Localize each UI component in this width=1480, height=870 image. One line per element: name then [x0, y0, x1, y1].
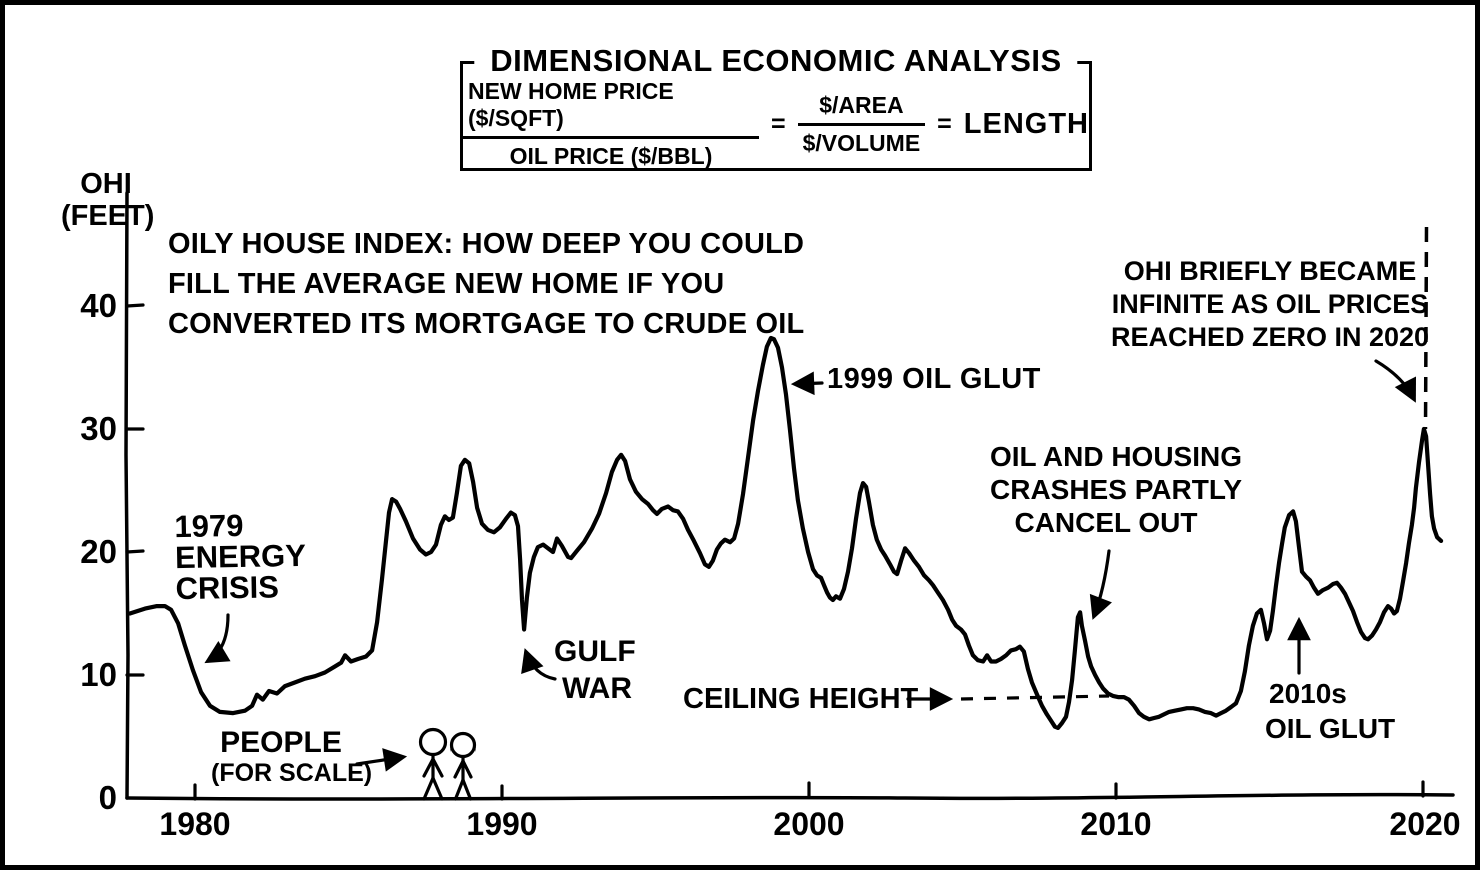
fraction-bar	[463, 136, 759, 139]
y-tick-label-20: 20	[80, 533, 117, 570]
crashes-line1: OIL AND HOUSING	[990, 441, 1243, 472]
stick-figure-megan	[449, 731, 477, 801]
formula: NEW HOME PRICE ($/SQFT) OIL PRICE ($/BBL…	[463, 64, 1089, 176]
formula-denominator-volume: $/VOLUME	[802, 129, 921, 156]
y-tick-label-40: 40	[80, 287, 117, 324]
gulf-war-line2: WAR	[562, 672, 632, 705]
x-tick-label-2010: 2010	[1080, 806, 1152, 842]
crashes-line2: CRASHES PARTLY	[990, 474, 1243, 505]
ohi-line-series	[127, 335, 1444, 730]
formula-fraction-prices: NEW HOME PRICE ($/SQFT) OIL PRICE ($/BBL…	[463, 78, 759, 170]
y-axis-tick-marks	[125, 303, 145, 677]
x-axis-tick-marks	[193, 780, 1425, 801]
2010s-glut-line1: 2010s	[1269, 678, 1347, 709]
y-axis-title-line2: (FEET)	[61, 200, 155, 232]
annotation-crashes-cancel-out: OIL AND HOUSING CRASHES PARTLY CANCEL OU…	[990, 440, 1243, 539]
y-tick-label-0: 0	[98, 779, 117, 816]
chart-subtitle: OILY HOUSE INDEX: HOW DEEP YOU COULD FIL…	[168, 224, 804, 344]
people-line2: (FOR SCALE)	[211, 759, 373, 787]
people-line1: PEOPLE	[220, 726, 342, 759]
stick-figures	[418, 727, 477, 801]
annotation-people-for-scale: PEOPLE (FOR SCALE)	[211, 726, 373, 789]
box-title: DIMENSIONAL ECONOMIC ANALYSIS	[474, 43, 1078, 79]
gulf-war-line1: GULF	[554, 635, 636, 668]
ceiling-height-dashed-line	[960, 694, 1110, 701]
equals-sign: =	[770, 109, 786, 138]
energy-crisis-line1: 1979	[174, 507, 244, 545]
x-tick-label-2020: 2020	[1389, 806, 1461, 842]
infinity-dashed-line	[1423, 226, 1429, 430]
formula-numerator-home-price: NEW HOME PRICE ($/SQFT)	[468, 78, 674, 131]
annotation-ceiling-height: CEILING HEIGHT	[683, 683, 919, 715]
formula-numerator-area: $/AREA	[819, 91, 904, 118]
y-axis-title: OHI (FEET)	[61, 168, 155, 232]
formula-result-length: LENGTH	[963, 107, 1089, 140]
formula-denominator-oil-price: OIL PRICE ($/BBL)	[509, 143, 713, 169]
oil-glut-1999-arrow	[790, 371, 824, 396]
annotation-arrows	[204, 359, 1416, 772]
x-tick-label-2000: 2000	[773, 806, 845, 842]
annotation-1999-oil-glut: 1999 OIL GLUT	[827, 363, 1041, 395]
dimensional-analysis-box: DIMENSIONAL ECONOMIC ANALYSIS NEW HOME P…	[460, 43, 1092, 171]
subtitle-line1: OILY HOUSE INDEX: HOW DEEP YOU COULD	[168, 228, 805, 260]
energy-crisis-line3: CRISIS	[175, 569, 280, 607]
energy-crisis-arrow	[204, 613, 231, 664]
annotation-2010s-oil-glut: 2010s OIL GLUT	[1265, 676, 1395, 746]
formula-fraction-dimensions: $/AREA $/VOLUME	[797, 91, 926, 157]
infinite-line1: OHI BRIEFLY BECAME	[1123, 256, 1417, 286]
subtitle-line3: CONVERTED ITS MORTGAGE TO CRUDE OIL	[168, 308, 805, 340]
x-tick-label-1990: 1990	[466, 806, 538, 842]
y-tick-label-30: 30	[80, 410, 117, 447]
subtitle-line2: FILL THE AVERAGE NEW HOME IF YOU	[168, 268, 725, 300]
equals-sign: =	[937, 109, 952, 138]
annotation-gulf-war: GULF WAR	[554, 633, 636, 707]
chart-art	[124, 191, 1455, 801]
people-arrow	[355, 748, 408, 772]
x-axis-line	[125, 792, 1455, 801]
infinite-line3: REACHED ZERO IN 2020	[1110, 322, 1430, 352]
gulf-war-arrow	[521, 648, 557, 681]
y-axis-line	[124, 191, 130, 800]
2010s-glut-line2: OIL GLUT	[1265, 713, 1396, 744]
crashes-arrow	[1089, 549, 1112, 620]
crashes-line3: CANCEL OUT	[1014, 507, 1198, 538]
stick-figure-cueball	[418, 727, 448, 801]
y-tick-label-10: 10	[80, 656, 117, 693]
annotation-infinite-2020: OHI BRIEFLY BECAME INFINITE AS OIL PRICE…	[1105, 255, 1435, 354]
annotation-energy-crisis: 1979 ENERGY CRISIS	[174, 507, 307, 607]
infinite-line2: INFINITE AS OIL PRICES	[1111, 289, 1429, 319]
y-axis-title-line1: OHI	[80, 168, 132, 200]
energy-crisis-line2: ENERGY	[174, 537, 307, 576]
fraction-bar	[797, 122, 926, 126]
x-tick-label-1980: 1980	[159, 806, 231, 842]
infinite-arrow	[1374, 359, 1416, 403]
